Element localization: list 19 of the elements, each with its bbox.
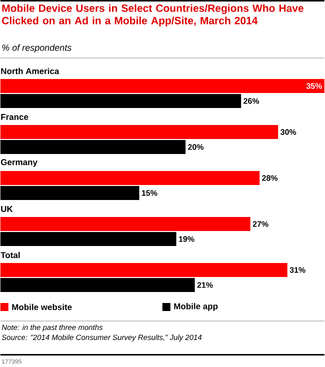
y-tick-label: Germany xyxy=(1,159,38,167)
data-label: 21% xyxy=(197,282,213,288)
data-label: 28% xyxy=(262,175,278,181)
data-label: 30% xyxy=(280,129,296,135)
data-label: 15% xyxy=(142,190,158,196)
legend-label: Mobile app xyxy=(174,303,218,311)
y-tick-label: France xyxy=(1,114,28,120)
data-label: 35% xyxy=(306,83,322,89)
data-label: 27% xyxy=(252,221,268,227)
data-label: 31% xyxy=(290,267,306,273)
data-label: 20% xyxy=(188,144,204,150)
legend-label: Mobile website xyxy=(12,304,72,310)
data-label: 26% xyxy=(244,98,260,104)
y-tick-label: North America xyxy=(1,68,60,74)
chart-title: Mobile Device Users in Select Countries/Regions Who Have Clicked on an Ad in a Mobile App/Site, March 2014 xyxy=(2,4,304,26)
data-label: 19% xyxy=(179,236,194,242)
y-tick-label: Total xyxy=(0,252,20,258)
y-tick-label: UK xyxy=(1,206,13,212)
chart-subtitle: % of respondents xyxy=(2,44,72,53)
